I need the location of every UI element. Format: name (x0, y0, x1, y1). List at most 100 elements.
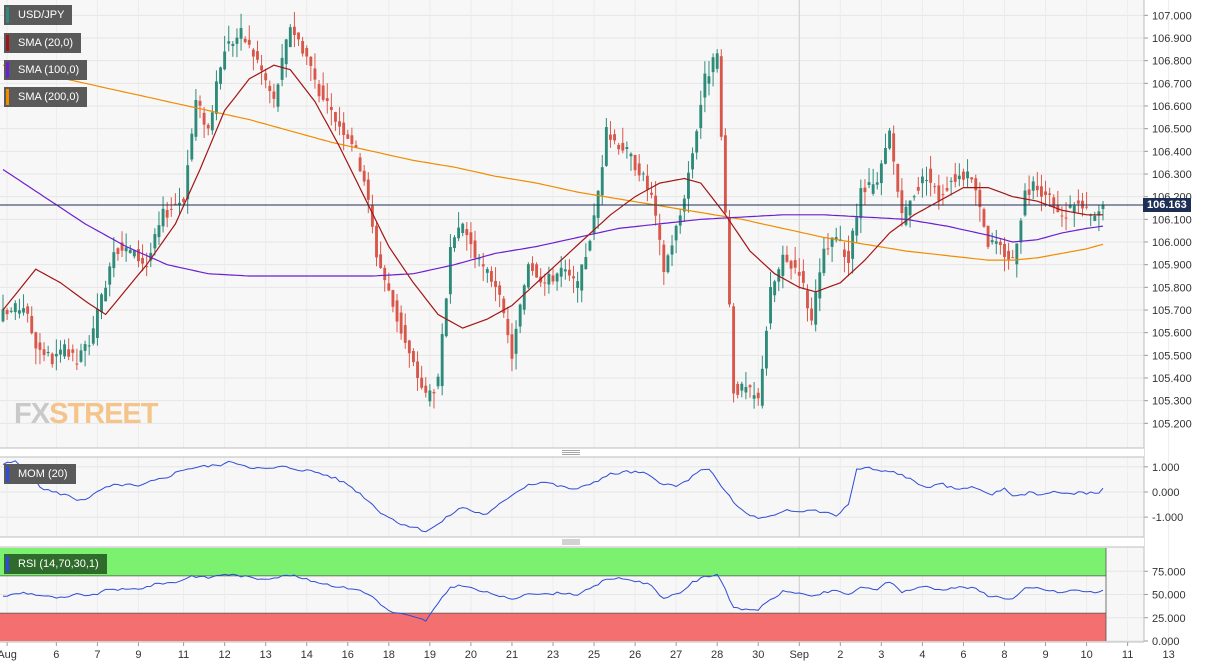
candle-body (161, 208, 165, 227)
candle-body (227, 41, 231, 44)
candle-body (108, 266, 112, 285)
candle-body (169, 208, 173, 210)
candle-body (592, 215, 596, 234)
candle-body (141, 257, 144, 264)
candle-body (822, 248, 826, 274)
candle-body (916, 186, 920, 191)
candle-body (1072, 205, 1076, 213)
candle-body (658, 224, 662, 240)
candle-body (26, 306, 30, 314)
y-tick-label: 107.000 (1152, 10, 1192, 22)
panel-dividers[interactable] (0, 447, 1144, 548)
mom-panel-bg (0, 457, 1144, 537)
candle-body (547, 273, 551, 285)
mom-swatch (6, 466, 9, 482)
candle-body (354, 145, 358, 148)
candle-body (334, 112, 337, 122)
legend-sma20[interactable]: SMA (20,0) (4, 33, 82, 53)
legend-usdjpy[interactable]: USD/JPY (4, 5, 73, 25)
candle-body (453, 237, 456, 249)
candle-body (760, 368, 764, 406)
candle-body (1064, 217, 1068, 219)
sma20-line (2, 64, 1103, 329)
x-tick-label: 6 (53, 649, 59, 661)
candle-body (198, 100, 202, 106)
candle-body (120, 242, 124, 251)
candle-body (407, 340, 411, 354)
y-tick-label: 106.300 (1152, 169, 1192, 181)
legend-sma200[interactable]: SMA (200,0) (4, 87, 88, 107)
candle-body (305, 47, 309, 57)
rsi-swatch (6, 556, 9, 572)
candle-body (416, 361, 419, 378)
x-tick-label: 27 (670, 649, 682, 661)
candle-body (949, 180, 953, 182)
candle-body (1060, 215, 1064, 217)
candle-body (132, 249, 136, 257)
candle-body (219, 67, 222, 84)
candle-body (912, 196, 916, 198)
candle-body (695, 131, 699, 153)
legend-usdjpy-label: USD/JPY (18, 9, 65, 21)
candle-body (604, 127, 608, 166)
candle-body (182, 198, 186, 203)
candle-body (448, 247, 452, 295)
candle-body (1011, 257, 1015, 259)
grid (0, 0, 1170, 642)
candle-body (937, 185, 941, 201)
x-tick-label: 4 (919, 649, 925, 661)
candle-body (953, 174, 957, 182)
x-tick-label: 8 (1001, 649, 1007, 661)
candle-body (17, 310, 21, 314)
x-tick-label: 9 (135, 649, 141, 661)
candle-body (206, 124, 210, 129)
legend-sma100[interactable]: SMA (100,0) (4, 60, 88, 80)
candle-body (313, 68, 317, 80)
candle-body (71, 349, 75, 353)
logo-fx: FX (14, 398, 50, 430)
candle-body (637, 163, 641, 176)
x-tick-label: 14 (301, 649, 313, 661)
x-tick-label: 13 (260, 649, 272, 661)
y-tick-label: 0.000 (1152, 487, 1180, 499)
candle-body (871, 184, 875, 194)
candle-body (338, 121, 342, 127)
candle-body (473, 240, 477, 258)
candle-body (317, 84, 321, 97)
y-tick-label: 105.500 (1152, 350, 1192, 362)
candle-body (440, 334, 444, 387)
y-tick-label: -1.000 (1152, 512, 1183, 524)
x-tick-label: 12 (219, 649, 231, 661)
candle-body (292, 26, 296, 36)
candle-body (5, 309, 9, 315)
candle-body (834, 237, 838, 241)
candle-body (576, 281, 580, 288)
candle-body (506, 318, 510, 336)
y-tick-label: 50.000 (1152, 590, 1186, 602)
candle-body (1031, 181, 1035, 191)
last-price-tag: 106.163 (1143, 198, 1191, 213)
candle-body (888, 130, 892, 149)
candle-body (42, 349, 46, 355)
candle-body (707, 76, 711, 84)
x-tick-label: 11 (1122, 649, 1133, 661)
y-tick-label: 106.700 (1152, 78, 1192, 90)
candle-body (424, 385, 428, 393)
candle-body (190, 133, 194, 160)
candle-body (543, 282, 547, 284)
candle-body (375, 225, 378, 258)
candle-body (1035, 185, 1039, 191)
candle-body (633, 155, 637, 171)
sma200-line (2, 64, 1104, 261)
candle-body (641, 173, 645, 175)
candle-body (95, 308, 99, 338)
legend-mom[interactable]: MOM (20) (4, 464, 76, 484)
candle-body (793, 260, 797, 268)
candle-body (387, 283, 391, 291)
candle-body (276, 84, 280, 107)
usdjpy-swatch (6, 7, 9, 23)
candle-body (186, 165, 190, 200)
legend-rsi[interactable]: RSI (14,70,30,1) (4, 554, 107, 574)
candle-body (251, 49, 255, 57)
